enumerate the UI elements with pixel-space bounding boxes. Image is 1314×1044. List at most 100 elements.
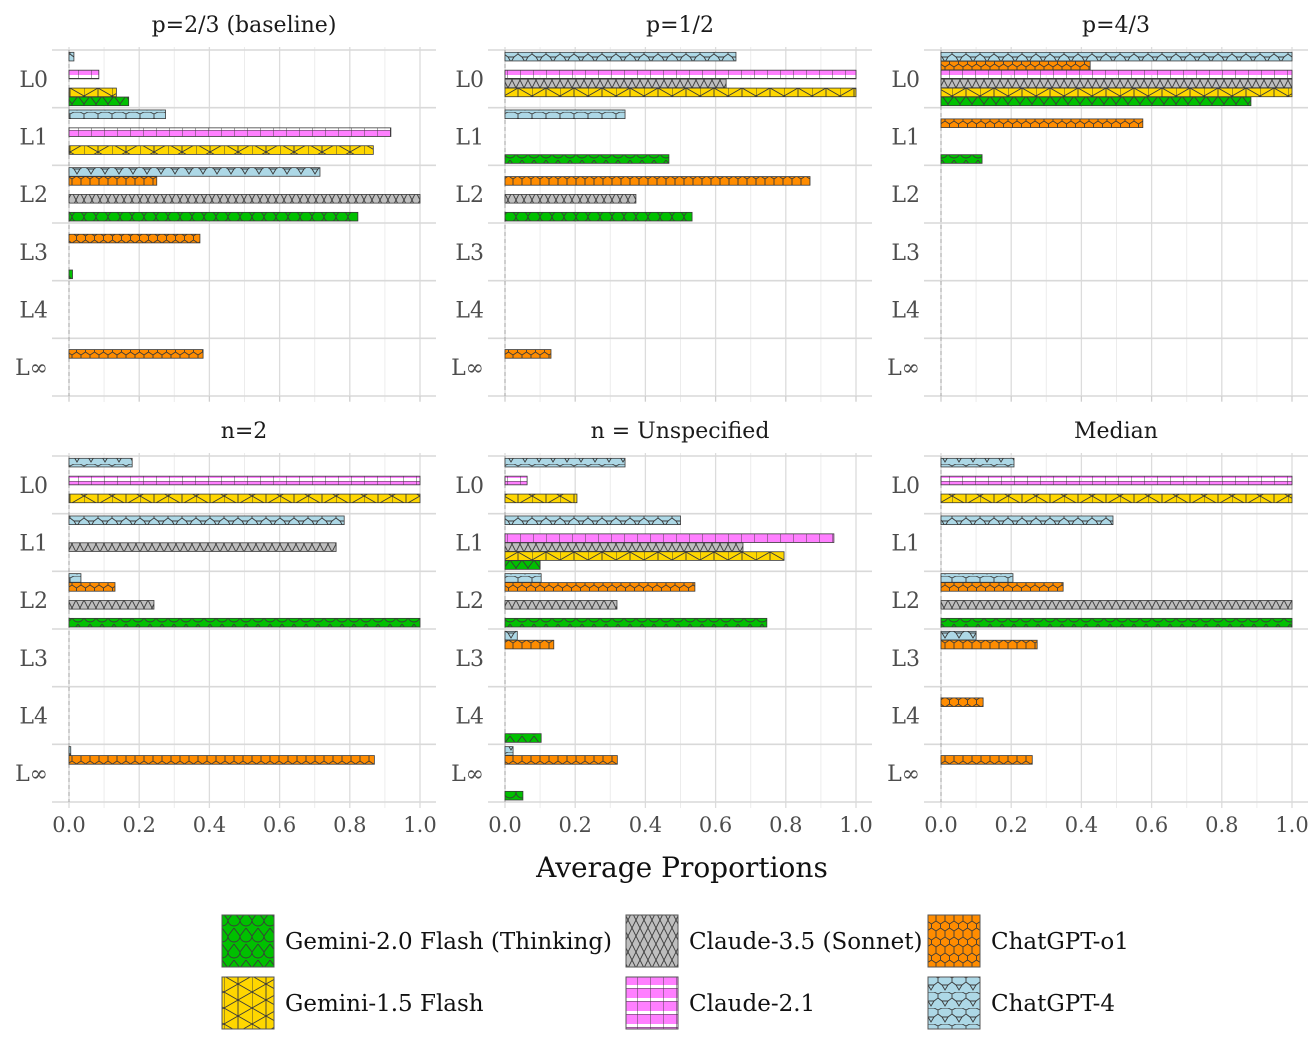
category-label-l4: L4 (891, 299, 920, 324)
bar-claude-2-1-l0 (68, 69, 100, 80)
category-label-l1: L1 (455, 532, 484, 557)
bar-chatgpt-4-l2 (940, 573, 1014, 583)
bar-chatgpt-4-l3 (504, 630, 518, 641)
x-axis-label: Average Proportions (535, 851, 828, 884)
panel-title: n = Unspecified (591, 419, 770, 444)
legend-swatch (625, 976, 679, 1030)
bar-gemini-1-5-flash-l0 (504, 87, 857, 98)
category-label-l0: L0 (455, 474, 484, 499)
bar-claude-3-5-sonnet-l0 (504, 78, 727, 89)
bar-gemini-1-5-flash-l0 (504, 493, 578, 504)
x-tick-label: 0.0 (488, 813, 521, 837)
bar-gemini-2-0-flash-thinking-l2 (68, 617, 421, 628)
bar-gemini-1-5-flash-l1 (504, 551, 785, 561)
category-label-l1: L1 (455, 126, 484, 151)
category-label-l-inf: L∞ (887, 762, 920, 787)
category-label-l3: L3 (455, 241, 484, 266)
bar-gemini-1-5-flash-l0 (68, 87, 117, 98)
panel-title: p=2/3 (baseline) (152, 13, 337, 38)
bar-chatgpt-o1-linf (940, 755, 1033, 765)
bar-chatgpt-o1-l3 (68, 233, 201, 244)
panel-p-4-3: p=4/3 L0 L1 L2 L3 L4 L∞ (887, 13, 1308, 402)
bar-chatgpt-o1-l0 (940, 60, 1091, 71)
x-tick-label: 0.4 (193, 813, 226, 837)
bar-chatgpt-o1-l3 (940, 639, 1038, 650)
x-tick-label: 0.2 (122, 813, 155, 837)
x-tick-label: 1.0 (403, 813, 436, 837)
bar-chatgpt-4-l0 (504, 51, 737, 62)
bar-claude-2-1-l1 (504, 533, 835, 543)
bar-claude-2-1-l0 (504, 475, 528, 486)
bar-chatgpt-4-l1 (940, 515, 1114, 526)
panel-title: p=1/2 (646, 13, 714, 38)
bar-chatgpt-o1-linf (68, 349, 204, 359)
category-label-l2: L2 (19, 183, 48, 208)
category-label-l0: L0 (455, 68, 484, 93)
bar-claude-2-1-l0 (940, 69, 1293, 80)
bar-gemini-2-0-flash-thinking-l1 (940, 154, 983, 164)
panel-title: Median (1074, 419, 1158, 444)
bar-chatgpt-o1-l3 (504, 639, 555, 650)
category-label-l-inf: L∞ (887, 356, 920, 381)
bar-chatgpt-o1-linf (504, 349, 552, 359)
x-tick-label: 0.0 (52, 813, 85, 837)
bar-claude-2-1-l0 (940, 475, 1293, 486)
category-label-l3: L3 (19, 241, 48, 266)
category-label-l1: L1 (19, 532, 48, 557)
category-label-l4: L4 (891, 705, 920, 730)
x-tick-label: 1.0 (839, 813, 872, 837)
bar-claude-2-1-l0 (68, 475, 421, 486)
panel-median: Median L0 L1 L2 L3 L4 L∞ 0.0 0.2 0.4 0.6 0.8 1.0 (887, 419, 1309, 837)
panel-p-2-3-baseline: p=2/3 (baseline) L0 L1 L2 L3 L4 L∞ (15, 13, 436, 402)
category-label-l2: L2 (455, 589, 484, 614)
panel-title: n=2 (221, 419, 268, 444)
bar-chatgpt-4-l2 (68, 167, 321, 177)
legend-item-claude-2-1: Claude-2.1 (625, 976, 815, 1030)
bar-chatgpt-o1-l2 (68, 582, 116, 592)
category-label-l1: L1 (891, 532, 920, 557)
category-label-l0: L0 (891, 474, 920, 499)
category-label-l2: L2 (19, 589, 48, 614)
bar-chatgpt-4-l1 (68, 515, 345, 526)
category-label-l0: L0 (19, 68, 48, 93)
bar-chatgpt-4-l0 (504, 457, 626, 468)
x-tick-label: 0.2 (558, 813, 591, 837)
x-tick-label: 1.0 (1275, 813, 1308, 837)
legend-label: Claude-3.5 (Sonnet) (689, 929, 923, 955)
category-label-l-inf: L∞ (451, 356, 484, 381)
x-tick-label: 0.2 (994, 813, 1027, 837)
bar-gemini-1-5-flash-l0 (68, 493, 421, 504)
legend-item-chatgpt-4: ChatGPT-4 (927, 976, 1115, 1030)
category-label-l4: L4 (455, 299, 484, 324)
category-label-l1: L1 (19, 126, 48, 151)
legend-swatch (625, 914, 679, 968)
x-tick-label: 0.8 (333, 813, 366, 837)
bar-claude-3-5-sonnet-l2 (940, 600, 1293, 610)
panel-title: p=4/3 (1082, 13, 1150, 38)
bar-chatgpt-4-linf (68, 746, 72, 756)
x-tick-label: 0.6 (263, 813, 296, 837)
panel-n-unspecified: n = Unspecified L0 L1 L2 L3 L4 L∞ 0.0 0.2 0.4 0.6 0… (451, 419, 873, 837)
category-label-l3: L3 (455, 647, 484, 672)
bar-claude-3-5-sonnet-l0 (940, 78, 1293, 89)
legend-swatch (927, 976, 981, 1030)
category-label-l-inf: L∞ (15, 762, 48, 787)
bar-claude-2-1-l0 (504, 69, 857, 80)
legend-swatch (221, 914, 275, 968)
x-tick-label: 0.6 (699, 813, 732, 837)
bar-chatgpt-o1-linf (68, 755, 375, 765)
bar-chatgpt-4-l3 (940, 630, 977, 641)
bar-gemini-2-0-flash-thinking-l1 (504, 560, 541, 570)
legend-item-chatgpt-o1: ChatGPT-o1 (927, 914, 1129, 968)
x-tick-label: 0.8 (769, 813, 802, 837)
bar-claude-3-5-sonnet-l2 (504, 600, 618, 610)
bar-chatgpt-4-l0 (68, 457, 133, 468)
bar-chatgpt-4-l0 (68, 51, 75, 62)
category-label-l4: L4 (19, 705, 48, 730)
legend-item-gemini-2-0-flash-thinking: Gemini-2.0 Flash (Thinking) (221, 914, 612, 968)
bar-gemini-1-5-flash-l0 (940, 87, 1293, 98)
panel-p-1-2: p=1/2 L0 L1 L2 L3 L4 L∞ (451, 13, 872, 402)
bar-claude-3-5-sonnet-l1 (504, 542, 744, 552)
bar-gemini-2-0-flash-thinking-l0 (68, 96, 130, 107)
category-label-l3: L3 (19, 647, 48, 672)
